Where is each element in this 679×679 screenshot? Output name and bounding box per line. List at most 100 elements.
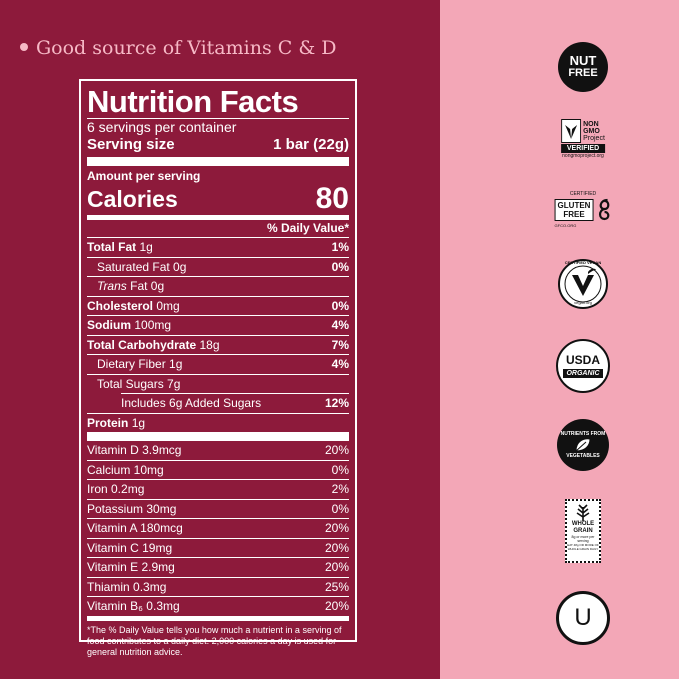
total-fat-label: Total Fat [87,240,137,254]
vitamin-dv: 20% [324,560,349,574]
vitamin-row: Calcium 10mg 0% [87,459,349,480]
leaf-icon [575,438,591,452]
vitamin-dv: 25% [324,579,349,594]
non-gmo-body: NON GMO Project [561,119,605,143]
nut-free-badge: NUT FREE [558,42,608,92]
vitamin-row: Vitamin B₆ 0.3mg 20% [87,596,349,616]
bullet-dot [20,43,28,51]
sodium-amount: 100mg [134,318,172,332]
carbohydrate-row: Total Carbohydrate 18g 7% [87,334,349,355]
total-sugars-label: Total Sugars 7g [97,376,181,391]
vitamin-dv: 20% [324,521,349,535]
calories-label: Calories [87,186,178,212]
nutrients-badge: NUTRIENTS FROM VEGETABLES [557,419,609,471]
added-sugars-row: Includes 6g Added Sugars 12% [121,394,349,413]
usda-circle: USDA ORGANIC [556,339,610,393]
thick-divider-2 [87,432,349,441]
wheat-icon [576,504,590,521]
gluten-g-icon [598,198,610,221]
kosher-symbol: U [574,604,592,631]
right-panel [440,0,679,679]
vitamin-row: Potassium 30mg 0% [87,498,349,519]
vitamin-name: Vitamin A 180mcg [87,521,183,535]
serving-size-row: Serving size 1 bar (22g) [87,136,349,154]
footnote: *The % Daily Value tells you how much a … [87,624,342,657]
carbohydrate-dv: 7% [331,337,349,352]
total-fat-amount: 1g [139,240,153,254]
vitamin-row: Thiamin 0.3mg 25% [87,576,349,597]
protein-row: Protein 1g [87,412,349,433]
protein-label: Protein [87,415,129,430]
usda-organic-badge: USDA ORGANIC [556,339,610,393]
whole-grain-badge: WHOLE GRAIN 8g or more per serving EAT 4… [565,499,601,563]
sodium-label: Sodium [87,318,131,332]
gluten-line2: FREE [563,210,585,219]
cholesterol-amount: 0mg [156,298,180,313]
medium-divider-2 [87,615,349,621]
gluten-line1: GLUTEN [557,201,591,210]
kosher-circle: U [556,591,610,645]
added-sugars-wrap: Includes 6g Added Sugars 12% [121,393,349,413]
whole-grain-foot: EAT 48g OR MORE OF WHOLE GRAIN DAILY [567,543,599,551]
amount-per-serving: Amount per serving [87,169,201,183]
gluten-url: GFCO.ORG [554,223,577,228]
vegan-top-text: CERTIFIED VEGAN [564,260,602,265]
vitamin-name: Vitamin B₆ 0.3mg [87,599,180,613]
vitamin-name: Vitamin E 2.9mg [87,560,175,574]
vitamin-row: Vitamin E 2.9mg 20% [87,557,349,577]
non-gmo-verified: VERIFIED [561,144,605,153]
calories-value: 80 [315,182,349,215]
fiber-label: Dietary Fiber 1g [97,357,183,371]
servings-per-container: 6 servings per container [87,119,237,135]
vitamin-dv: 2% [331,482,349,496]
total-fat-row: Total Fat 1g 1% [87,237,349,257]
nutrition-facts-title: Nutrition Facts [87,84,299,119]
whole-grain-line2: GRAIN [573,528,593,534]
vitamin-name: Vitamin C 19mg [87,540,173,555]
serving-size-value: 1 bar (22g) [273,136,349,153]
serving-size-label: Serving size [87,136,175,153]
added-sugars-dv: 12% [324,396,349,410]
gluten-free-badge: CERTIFIED GLUTEN FREE GFCO.ORG [554,191,612,228]
vitamin-dv: 0% [331,462,349,477]
thick-divider [87,157,349,166]
left-panel [0,0,440,679]
total-fat-dv: 1% [331,240,349,254]
vitamin-name: Calcium 10mg [87,462,164,477]
vitamin-name: Thiamin 0.3mg [87,579,167,594]
vitamin-dv: 20% [324,443,349,457]
headline-text: Good source of Vitamins C & D [36,37,337,59]
nutrition-facts-label: Nutrition Facts 6 servings per container… [79,79,357,657]
nut-free-circle: NUT FREE [558,42,608,92]
sat-fat-row: Saturated Fat 0g 0% [87,256,349,277]
divider [87,118,349,119]
vegan-bottom-text: vegan.org [574,300,592,305]
calories-row: Calories 80 [87,183,349,215]
carbohydrate-label: Total Carbohydrate [87,337,197,352]
sat-fat-label: Saturated Fat 0g [97,259,187,274]
vegan-badge: CERTIFIED VEGAN vegan.org [557,258,609,315]
vitamin-row: Vitamin D 3.9mcg 20% [87,441,349,460]
vitamin-name: Vitamin D 3.9mcg [87,443,182,457]
medium-divider [87,215,349,220]
whole-grain-line1: WHOLE [571,521,595,527]
nut-free-line2: FREE [568,67,598,79]
gluten-box: GLUTEN FREE [554,199,594,221]
whole-grain-stamp: WHOLE GRAIN 8g or more per serving EAT 4… [565,499,601,563]
carbohydrate-amount: 18g [199,337,220,352]
fiber-row: Dietary Fiber 1g 4% [87,354,349,374]
sodium-dv: 4% [331,318,349,332]
sodium-row: Sodium 100mg 4% [87,315,349,335]
trans-fat-row: Trans Fat 0g [87,276,349,296]
non-gmo-line2: GMO [583,127,600,135]
vitamin-dv: 20% [324,599,349,613]
headline: Good source of Vitamins C & D [20,37,337,59]
butterfly-icon [561,119,582,143]
cholesterol-row: Cholesterol 0mg 0% [87,295,349,316]
vegan-icon [558,259,608,309]
protein-amount: 1g [131,415,146,430]
vitamin-dv: 0% [331,501,349,516]
vitamin-row: Iron 0.2mg 2% [87,479,349,499]
non-gmo-line1: NON [583,120,599,128]
non-gmo-badge: NON GMO Project VERIFIED nongmoproject.o… [561,119,605,159]
